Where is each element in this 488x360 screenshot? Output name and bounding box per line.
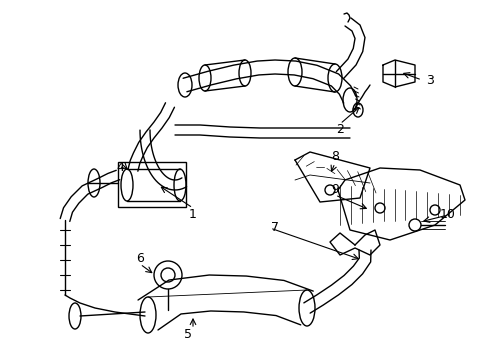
- Text: 7: 7: [270, 221, 279, 234]
- Text: 4: 4: [116, 162, 123, 175]
- Text: 10: 10: [439, 208, 455, 221]
- Text: 2: 2: [335, 123, 343, 136]
- Text: 1: 1: [189, 208, 197, 221]
- Text: 3: 3: [425, 73, 433, 86]
- Text: 9: 9: [330, 184, 338, 197]
- Text: 8: 8: [330, 150, 338, 163]
- Text: 6: 6: [136, 252, 143, 265]
- Text: 5: 5: [183, 328, 192, 342]
- Bar: [118, 162, 185, 207]
